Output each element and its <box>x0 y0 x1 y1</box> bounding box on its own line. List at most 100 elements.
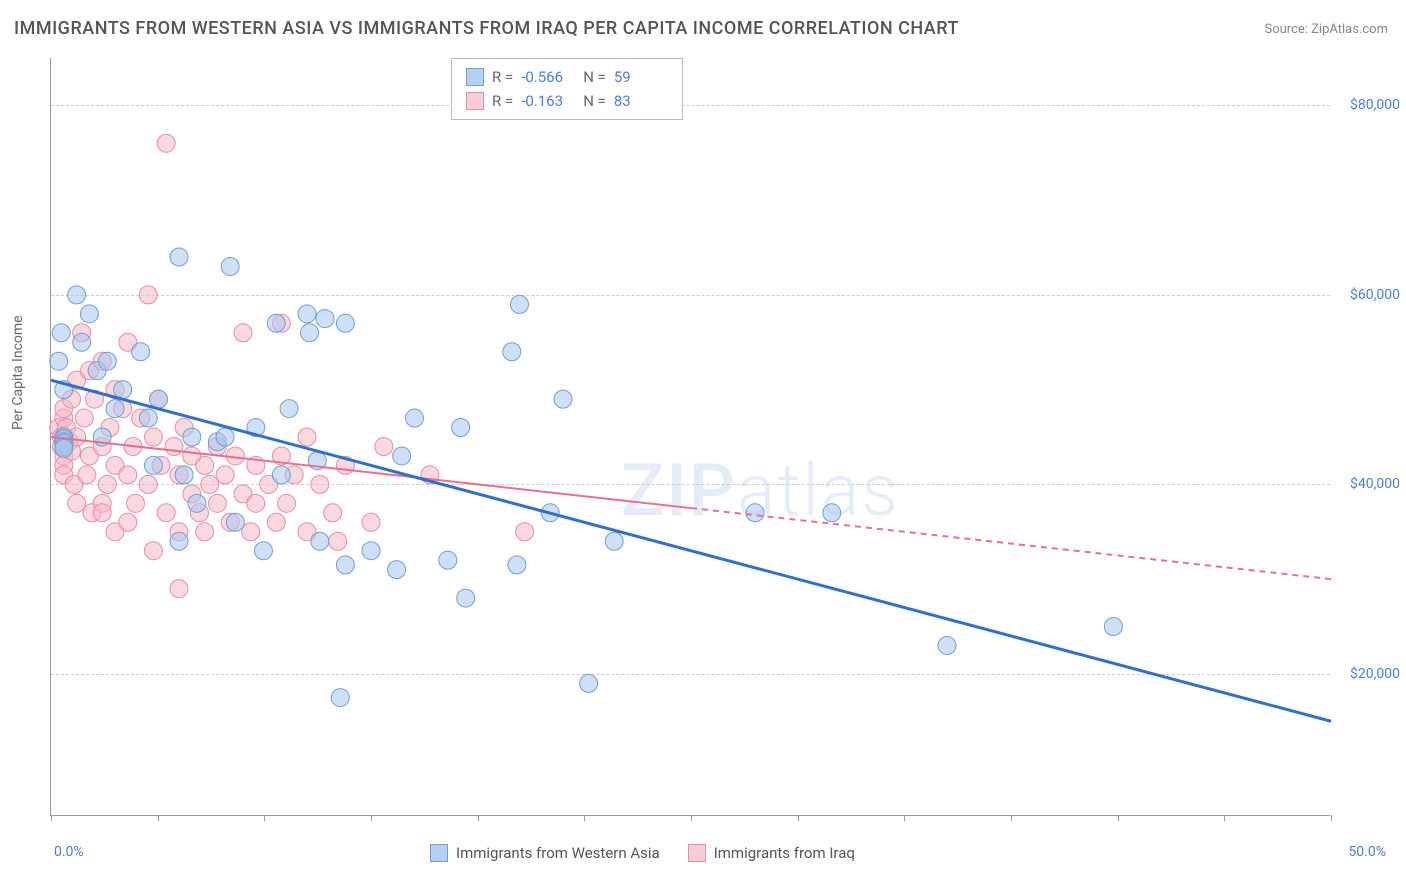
chart-title: IMMIGRANTS FROM WESTERN ASIA VS IMMIGRAN… <box>14 18 959 39</box>
chart-svg <box>51 58 1330 815</box>
scatter-point <box>938 636 956 654</box>
scatter-point <box>336 314 354 332</box>
regression-line <box>51 437 691 508</box>
scatter-point <box>132 343 150 361</box>
swatch-series-1 <box>466 68 484 86</box>
scatter-point <box>503 343 521 361</box>
stat-R-1: -0.566 <box>521 65 575 89</box>
legend-swatch-1 <box>430 844 448 862</box>
bottom-legend: Immigrants from Western Asia Immigrants … <box>430 844 855 862</box>
legend-item-1: Immigrants from Western Asia <box>430 844 660 862</box>
scatter-point <box>746 504 764 522</box>
scatter-point <box>196 523 214 541</box>
scatter-point <box>375 437 393 455</box>
scatter-point <box>68 286 86 304</box>
y-tick-label: $60,000 <box>1340 287 1400 303</box>
scatter-point <box>311 475 329 493</box>
scatter-point <box>388 561 406 579</box>
stats-row-1: R = -0.566 N = 59 <box>466 65 668 89</box>
regression-layer <box>51 380 1331 721</box>
stats-row-2: R = -0.163 N = 83 <box>466 89 668 113</box>
scatter-point <box>554 390 572 408</box>
scatter-point <box>267 314 285 332</box>
scatter-layer <box>50 134 1123 706</box>
scatter-point <box>93 504 111 522</box>
scatter-point <box>139 475 157 493</box>
scatter-point <box>331 689 349 707</box>
scatter-point <box>329 532 347 550</box>
scatter-point <box>605 532 623 550</box>
scatter-point <box>336 556 354 574</box>
scatter-point <box>106 400 124 418</box>
scatter-point <box>234 324 252 342</box>
scatter-point <box>139 286 157 304</box>
legend-label-2: Immigrants from Iraq <box>714 844 855 862</box>
scatter-point <box>139 409 157 427</box>
scatter-point <box>1104 618 1122 636</box>
scatter-point <box>247 494 265 512</box>
y-tick-label: $20,000 <box>1340 666 1400 682</box>
stats-box: R = -0.566 N = 59 R = -0.163 N = 83 <box>451 58 683 120</box>
scatter-point <box>362 542 380 560</box>
scatter-point <box>311 532 329 550</box>
scatter-point <box>73 333 91 351</box>
scatter-point <box>170 580 188 598</box>
scatter-point <box>144 542 162 560</box>
plot-area: ZIPatlas R = -0.566 N = 59 R = -0.163 N … <box>50 58 1330 816</box>
scatter-point <box>183 428 201 446</box>
scatter-point <box>301 324 319 342</box>
scatter-point <box>298 428 316 446</box>
scatter-point <box>157 504 175 522</box>
scatter-point <box>516 523 534 541</box>
scatter-point <box>439 551 457 569</box>
scatter-point <box>362 513 380 531</box>
scatter-point <box>114 381 132 399</box>
scatter-point <box>280 400 298 418</box>
swatch-series-2 <box>466 92 484 110</box>
scatter-point <box>52 324 70 342</box>
stat-label-N2: N = <box>583 89 606 113</box>
scatter-point <box>55 439 73 457</box>
scatter-point <box>150 390 168 408</box>
regression-line <box>691 508 1331 579</box>
scatter-point <box>75 409 93 427</box>
scatter-point <box>452 419 470 437</box>
scatter-point <box>406 409 424 427</box>
scatter-point <box>201 475 219 493</box>
y-axis-title: Per Capita Income <box>10 315 26 430</box>
scatter-point <box>580 674 598 692</box>
scatter-point <box>98 475 116 493</box>
scatter-point <box>508 556 526 574</box>
legend-swatch-2 <box>688 844 706 862</box>
scatter-point <box>393 447 411 465</box>
stat-label-R: R = <box>492 65 513 89</box>
scatter-point <box>267 513 285 531</box>
scatter-point <box>144 456 162 474</box>
scatter-point <box>165 437 183 455</box>
scatter-point <box>226 513 244 531</box>
scatter-point <box>221 257 239 275</box>
x-axis-end-label: 50.0% <box>1348 844 1386 860</box>
y-tick-label: $80,000 <box>1340 97 1400 113</box>
scatter-point <box>50 352 68 370</box>
scatter-point <box>272 466 290 484</box>
scatter-point <box>196 456 214 474</box>
scatter-point <box>78 466 96 484</box>
source-attribution: Source: ZipAtlas.com <box>1264 22 1388 37</box>
scatter-point <box>208 494 226 512</box>
scatter-point <box>68 494 86 512</box>
scatter-point <box>157 134 175 152</box>
stat-N-2: 83 <box>614 89 668 113</box>
scatter-point <box>254 542 272 560</box>
scatter-point <box>278 494 296 512</box>
scatter-point <box>823 504 841 522</box>
stat-label-N: N = <box>583 65 606 89</box>
stat-N-1: 59 <box>614 65 668 89</box>
scatter-point <box>175 466 193 484</box>
scatter-point <box>216 428 234 446</box>
scatter-point <box>170 532 188 550</box>
scatter-point <box>216 466 234 484</box>
scatter-point <box>324 504 342 522</box>
scatter-point <box>80 305 98 323</box>
stat-label-R2: R = <box>492 89 513 113</box>
